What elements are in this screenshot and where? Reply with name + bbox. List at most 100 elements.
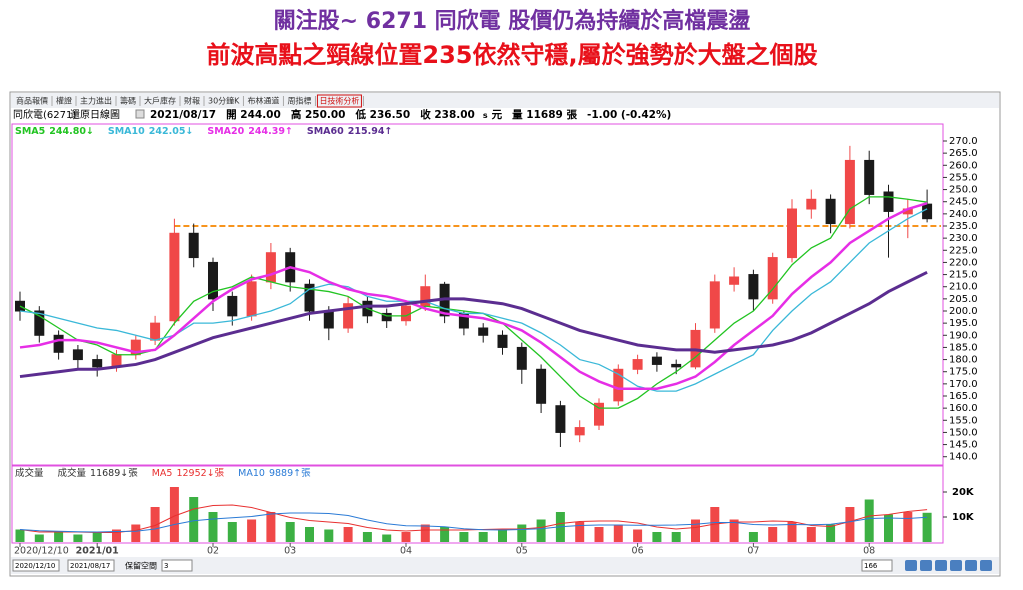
ma-line [19, 201, 928, 390]
candle-body [246, 281, 257, 317]
x-tick-label: 03 [284, 546, 296, 557]
nav-button[interactable] [905, 560, 917, 571]
volume-bar [150, 507, 160, 542]
volume-bar [420, 524, 430, 542]
text-line: 還原日線圖 [70, 108, 120, 121]
subtitle: 前波高點之頸線位置235依然守穩,屬於強勢於大盤之個股 [206, 41, 817, 69]
title: 關注股~ 6271 同欣電 股價仍為持續於高檔震盪 [274, 8, 751, 34]
y-tick-label: 185.0 [949, 342, 978, 353]
volume-bar [324, 529, 334, 542]
volume-bar [208, 512, 218, 542]
toolbar-tab[interactable]: 籌碼 [120, 96, 136, 106]
volume-bar [575, 522, 585, 542]
volume-bar [922, 512, 932, 542]
y-tick-label: 155.0 [949, 415, 978, 426]
candle-body [478, 327, 489, 336]
candle-body [787, 208, 797, 259]
nav-button[interactable] [965, 560, 977, 571]
text-part: 2021/08/17 [150, 109, 216, 121]
toolbar-tab[interactable]: 大戶庫存 [144, 96, 176, 106]
y-tick-label: 10K [952, 512, 975, 523]
volume-bar [884, 514, 893, 542]
toolbar-tab[interactable]: 日技術分析 [319, 96, 359, 106]
volume-bar [54, 532, 64, 542]
text-part: MA10 [238, 468, 265, 479]
volume-bar [536, 519, 546, 542]
candle-body [825, 198, 836, 225]
text-part: 元 [492, 109, 503, 121]
text-part: SMA60 [307, 126, 344, 137]
reserve-label: 保留空間 [125, 561, 157, 571]
volume-bar [266, 512, 276, 542]
text-part: 收 238.00 [420, 108, 475, 121]
volume-bar [903, 512, 913, 542]
volume-bar [169, 487, 179, 542]
y-tick-label: 255.0 [949, 172, 978, 183]
volume-bar [15, 529, 25, 542]
y-tick-label: 240.0 [949, 209, 978, 220]
y-tick-label: 235.0 [949, 221, 978, 232]
candle-body [420, 286, 431, 307]
text-part: 244.39↑ [248, 126, 293, 137]
count[interactable] [861, 559, 893, 572]
candle-body [709, 281, 720, 329]
nav-button[interactable] [920, 560, 932, 571]
volume-bar [768, 527, 778, 542]
volume-bar [594, 527, 604, 542]
x-tick-label: 05 [516, 546, 528, 557]
volume-bar [189, 497, 199, 542]
volume-bar [285, 522, 295, 542]
text-part: SMA10 [108, 126, 145, 137]
text-part: 11689↓張 [90, 468, 138, 479]
volume-bar [671, 532, 681, 542]
candle-body [883, 191, 894, 212]
text-part: 242.05↓ [149, 126, 194, 137]
nav-button[interactable] [980, 560, 992, 571]
nav-button[interactable] [935, 560, 947, 571]
text-line: 成交量 成交量 11689↓張 MA5 12952↓張 MA10 9889↑張 [15, 467, 311, 479]
toolbar-tab[interactable]: 周指標 [287, 96, 311, 106]
to-date[interactable] [67, 559, 115, 572]
candle-body [72, 349, 83, 361]
y-tick-label: 250.0 [949, 185, 978, 196]
from-date[interactable] [12, 559, 60, 572]
volume-bar [517, 524, 527, 542]
icon [135, 109, 145, 119]
text-line: 2021/08/17 開 244.00 高 250.00 低 236.50 收 238.… [150, 108, 671, 121]
volume-bar [247, 519, 257, 542]
toolbar [11, 93, 999, 108]
text-line: SMA5 244.80↓ SMA10 242.05↓ SMA20 244.39↑ SMA60… [15, 126, 392, 137]
toolbar-tab[interactable]: 商品報價 [16, 96, 48, 106]
y-tick-label: 200.0 [949, 306, 978, 317]
toolbar-tab[interactable]: 布林通道 [247, 96, 279, 106]
y-tick-label: 230.0 [949, 233, 978, 244]
candle-body [304, 283, 315, 312]
y-tick-label: 265.0 [949, 148, 978, 159]
nav-button[interactable] [950, 560, 962, 571]
text-part: 低 236.50 [355, 108, 411, 121]
to-date-text: 2021/08/17 [70, 562, 110, 570]
candle-body [265, 252, 276, 283]
y-tick-label: 170.0 [949, 379, 978, 390]
x-tick-label: 04 [400, 546, 412, 557]
candle-body [381, 312, 392, 322]
volume-bar [691, 519, 700, 542]
volume-bar [613, 524, 623, 542]
volume-bar [131, 524, 141, 542]
toolbar-tab[interactable]: 權證 [56, 96, 72, 106]
text-part: 高 250.00 [291, 108, 346, 121]
volume-bar [440, 527, 450, 542]
ma-line [19, 270, 928, 379]
toolbar-tab[interactable]: 30分鐘K [208, 96, 240, 106]
candle-body [401, 305, 411, 322]
candle-body [150, 322, 161, 341]
toolbar-tab[interactable]: 財報 [184, 96, 200, 106]
volume-bar [73, 534, 83, 542]
candle-body [497, 334, 508, 348]
candle-body [92, 359, 103, 368]
reserve-value[interactable] [161, 559, 193, 572]
ma-line [19, 196, 928, 409]
toolbar-tab[interactable]: 主力進出 [80, 96, 112, 106]
volume-bar [34, 534, 44, 542]
stock-name: 同欣電(6271) [13, 108, 76, 121]
